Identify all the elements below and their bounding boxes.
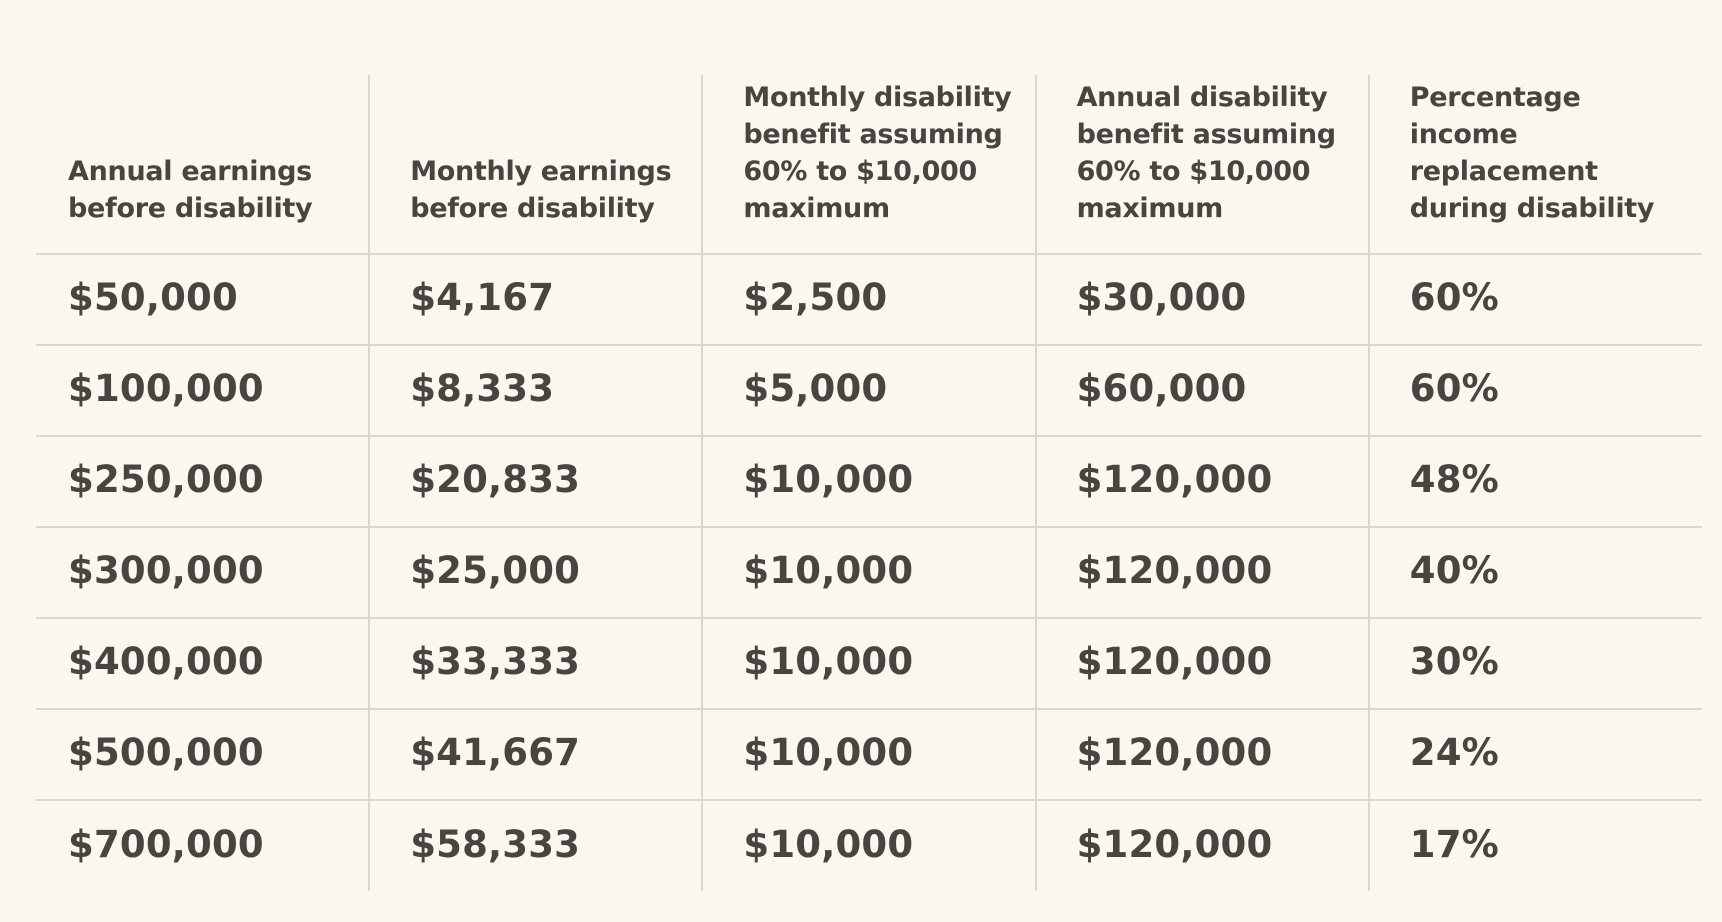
table-row: $500,000 $41,667 $10,000 $120,000 24% — [36, 708, 1702, 800]
column-header-monthly-benefit: Monthly disability benefit assuming 60% … — [701, 75, 1036, 254]
cell-annual-benefit: $60,000 — [1034, 344, 1369, 436]
header-line: Annual disability — [1076, 82, 1328, 113]
header-line: benefit assuming — [1076, 119, 1337, 150]
header-line: before disability — [410, 193, 655, 224]
header-line: Annual earnings — [68, 156, 312, 187]
header-line: Percentage income — [1409, 82, 1581, 150]
cell-monthly-benefit: $10,000 — [701, 799, 1036, 891]
cell-annual-benefit: $120,000 — [1034, 526, 1369, 618]
cell-monthly-benefit: $10,000 — [701, 526, 1036, 618]
table-header: Annual earnings before disability Monthl… — [36, 75, 1702, 254]
cell-percentage-replacement: 17% — [1367, 799, 1702, 891]
cell-annual-earnings: $100,000 — [36, 344, 370, 436]
table-row: $700,000 $58,333 $10,000 $120,000 17% — [36, 799, 1702, 891]
cell-percentage-replacement: 48% — [1367, 435, 1702, 527]
cell-annual-earnings: $400,000 — [36, 617, 370, 709]
header-line: before disability — [68, 193, 313, 224]
header-line: Monthly earnings — [410, 156, 672, 187]
header-line: benefit assuming — [743, 119, 1003, 150]
header-line: maximum — [743, 193, 890, 224]
header-line: during disability — [1409, 193, 1655, 224]
cell-monthly-earnings: $4,167 — [368, 253, 703, 345]
header-line: maximum — [1076, 193, 1224, 224]
table-body: $50,000 $4,167 $2,500 $30,000 60% $100,0… — [36, 253, 1702, 891]
header-line: 60% to $10,000 — [1076, 156, 1311, 187]
cell-monthly-benefit: $2,500 — [701, 253, 1036, 345]
cell-monthly-earnings: $58,333 — [368, 799, 703, 891]
cell-percentage-replacement: 40% — [1367, 526, 1702, 618]
cell-percentage-replacement: 24% — [1367, 708, 1702, 800]
table-row: $100,000 $8,333 $5,000 $60,000 60% — [36, 344, 1702, 436]
cell-monthly-earnings: $41,667 — [368, 708, 703, 800]
cell-monthly-benefit: $10,000 — [701, 435, 1036, 527]
table-row: $300,000 $25,000 $10,000 $120,000 40% — [36, 526, 1702, 618]
header-line: replacement — [1409, 156, 1598, 187]
cell-percentage-replacement: 30% — [1367, 617, 1702, 709]
header-line: Monthly disability — [743, 82, 1012, 113]
cell-monthly-benefit: $5,000 — [701, 344, 1036, 436]
column-header-monthly-earnings: Monthly earnings before disability — [368, 75, 703, 254]
header-row: Annual earnings before disability Monthl… — [36, 75, 1702, 254]
cell-annual-benefit: $120,000 — [1034, 799, 1369, 891]
cell-annual-earnings: $500,000 — [36, 708, 370, 800]
cell-monthly-earnings: $33,333 — [368, 617, 703, 709]
table-row: $50,000 $4,167 $2,500 $30,000 60% — [36, 253, 1702, 345]
income-replacement-table: Annual earnings before disability Monthl… — [36, 75, 1702, 891]
cell-annual-benefit: $30,000 — [1034, 253, 1369, 345]
cell-percentage-replacement: 60% — [1367, 344, 1702, 436]
cell-monthly-earnings: $8,333 — [368, 344, 703, 436]
column-header-annual-earnings: Annual earnings before disability — [36, 75, 369, 254]
cell-monthly-earnings: $25,000 — [368, 526, 703, 618]
header-line: 60% to $10,000 — [743, 156, 978, 187]
cell-annual-earnings: $50,000 — [36, 253, 370, 345]
cell-annual-earnings: $300,000 — [36, 526, 370, 618]
column-header-annual-benefit: Annual disability benefit assuming 60% t… — [1034, 75, 1369, 254]
cell-annual-earnings: $700,000 — [36, 799, 370, 891]
cell-monthly-benefit: $10,000 — [701, 708, 1036, 800]
table-row: $250,000 $20,833 $10,000 $120,000 48% — [36, 435, 1702, 527]
cell-annual-benefit: $120,000 — [1034, 708, 1369, 800]
table-row: $400,000 $33,333 $10,000 $120,000 30% — [36, 617, 1702, 709]
cell-monthly-benefit: $10,000 — [701, 617, 1036, 709]
cell-annual-earnings: $250,000 — [36, 435, 370, 527]
cell-annual-benefit: $120,000 — [1034, 435, 1369, 527]
cell-monthly-earnings: $20,833 — [368, 435, 703, 527]
cell-percentage-replacement: 60% — [1367, 253, 1702, 345]
cell-annual-benefit: $120,000 — [1034, 617, 1369, 709]
column-header-percentage-replacement: Percentage income replacement during dis… — [1367, 75, 1702, 254]
